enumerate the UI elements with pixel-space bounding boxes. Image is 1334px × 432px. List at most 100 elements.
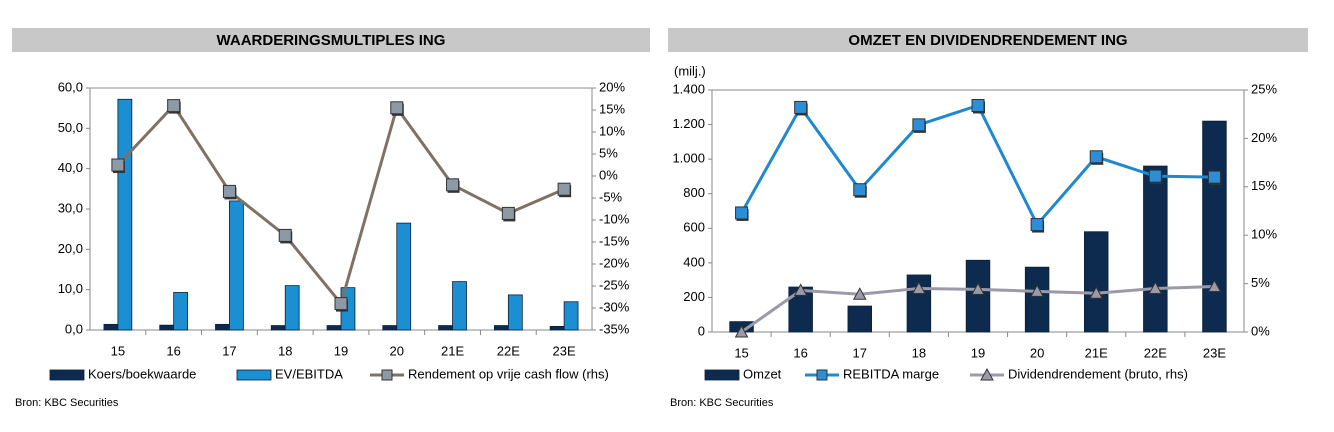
legend-marker <box>381 369 393 381</box>
legend-swatch <box>704 369 740 381</box>
bar <box>396 222 412 331</box>
bar <box>159 324 175 331</box>
bar <box>549 325 565 331</box>
marker <box>971 282 985 295</box>
x-tick-label: 19 <box>971 345 985 360</box>
bar <box>215 323 230 331</box>
marker <box>1207 279 1222 293</box>
source: Bron: KBC Securities <box>15 397 119 409</box>
x-tick-label: 23E <box>553 343 576 358</box>
y2-tick-label: 10% <box>1251 227 1277 242</box>
title-bar <box>668 28 1308 52</box>
marker <box>1207 170 1221 184</box>
y2-tick-label: -5% <box>599 189 623 204</box>
marker <box>557 182 571 196</box>
legend-marker <box>816 369 828 381</box>
y2-tick-label: -20% <box>599 255 630 270</box>
x-tick-label: 18 <box>278 343 292 358</box>
y2-tick-label: -30% <box>599 299 630 314</box>
bar <box>452 281 467 331</box>
marker <box>278 228 292 242</box>
bar <box>270 325 286 331</box>
bar <box>284 285 300 331</box>
y-tick-label: 600 <box>683 220 705 235</box>
bar <box>326 325 342 331</box>
legend-label: Dividendrendement (bruto, rhs) <box>1008 366 1188 381</box>
marker <box>1030 284 1044 297</box>
chart-title: OMZET EN DIVIDENDRENDEMENT ING <box>848 32 1127 49</box>
bar <box>563 301 579 331</box>
x-tick-label: 17 <box>853 345 867 360</box>
y-tick-label: 1.000 <box>672 151 705 166</box>
title-bar <box>12 28 650 52</box>
y-axis-label: (milj.) <box>674 63 706 78</box>
bar <box>438 325 453 331</box>
y-tick-label: 1.400 <box>672 81 705 96</box>
marker <box>501 206 515 220</box>
marker <box>222 184 236 198</box>
bar <box>493 325 509 331</box>
marker <box>852 287 867 300</box>
legend-label: Koers/boekwaarde <box>88 366 196 381</box>
y2-tick-label: -25% <box>599 277 630 292</box>
marker <box>793 283 808 296</box>
y-tick-label: 800 <box>683 185 705 200</box>
y2-tick-label: -15% <box>599 233 630 248</box>
marker <box>1089 150 1103 164</box>
y2-tick-label: 0% <box>599 167 618 182</box>
y-tick-label: 40,0 <box>58 160 83 175</box>
x-tick-label: 20 <box>1030 345 1044 360</box>
legend-label: EV/EBITDA <box>275 366 343 381</box>
x-tick-label: 21E <box>1085 345 1108 360</box>
marker <box>912 118 926 132</box>
legend-swatch <box>236 369 272 381</box>
y2-tick-label: 15% <box>599 101 625 116</box>
marker <box>111 158 125 172</box>
bar <box>507 294 523 331</box>
x-tick-label: 16 <box>166 343 180 358</box>
marker <box>334 297 348 311</box>
y2-tick-label: 0% <box>1251 323 1270 338</box>
x-tick-label: 16 <box>793 345 807 360</box>
y-tick-label: 0 <box>698 323 705 338</box>
bar <box>1024 266 1050 333</box>
y-tick-label: 30,0 <box>58 200 83 215</box>
x-tick-label: 20 <box>390 343 404 358</box>
y2-tick-label: -35% <box>599 321 630 336</box>
bar <box>1143 165 1168 333</box>
marker <box>1030 218 1044 232</box>
y-tick-label: 200 <box>683 289 705 304</box>
marker <box>446 178 460 192</box>
bar <box>847 305 873 333</box>
marker <box>735 206 749 220</box>
x-tick-label: 15 <box>111 343 125 358</box>
y-tick-label: 10,0 <box>58 281 83 296</box>
bar <box>103 323 119 331</box>
x-tick-label: 15 <box>734 345 748 360</box>
y2-tick-label: 5% <box>599 145 618 160</box>
marker <box>1148 281 1163 294</box>
bar <box>965 259 991 333</box>
legend-swatch <box>49 369 85 381</box>
marker <box>971 98 985 112</box>
y-tick-label: 400 <box>683 254 705 269</box>
y2-tick-label: 25% <box>1251 81 1277 96</box>
source: Bron: KBC Securities <box>670 397 774 409</box>
bar <box>1084 231 1109 333</box>
x-tick-label: 22E <box>1144 345 1167 360</box>
x-tick-label: 19 <box>334 343 348 358</box>
y2-tick-label: 15% <box>1251 178 1277 193</box>
marker <box>912 281 926 294</box>
y-tick-label: 0,0 <box>65 321 83 336</box>
y2-tick-label: -10% <box>599 211 630 226</box>
bar <box>117 98 133 331</box>
x-tick-label: 22E <box>497 343 520 358</box>
y2-tick-label: 20% <box>1251 130 1277 145</box>
legend-label: Rendement op vrije cash flow (rhs) <box>408 366 609 381</box>
marker <box>794 100 808 114</box>
chart-title: WAARDERINGSMULTIPLES ING <box>217 32 446 49</box>
x-tick-label: 17 <box>222 343 236 358</box>
marker <box>1089 286 1104 299</box>
marker <box>734 324 749 338</box>
y-tick-label: 60,0 <box>58 79 83 94</box>
